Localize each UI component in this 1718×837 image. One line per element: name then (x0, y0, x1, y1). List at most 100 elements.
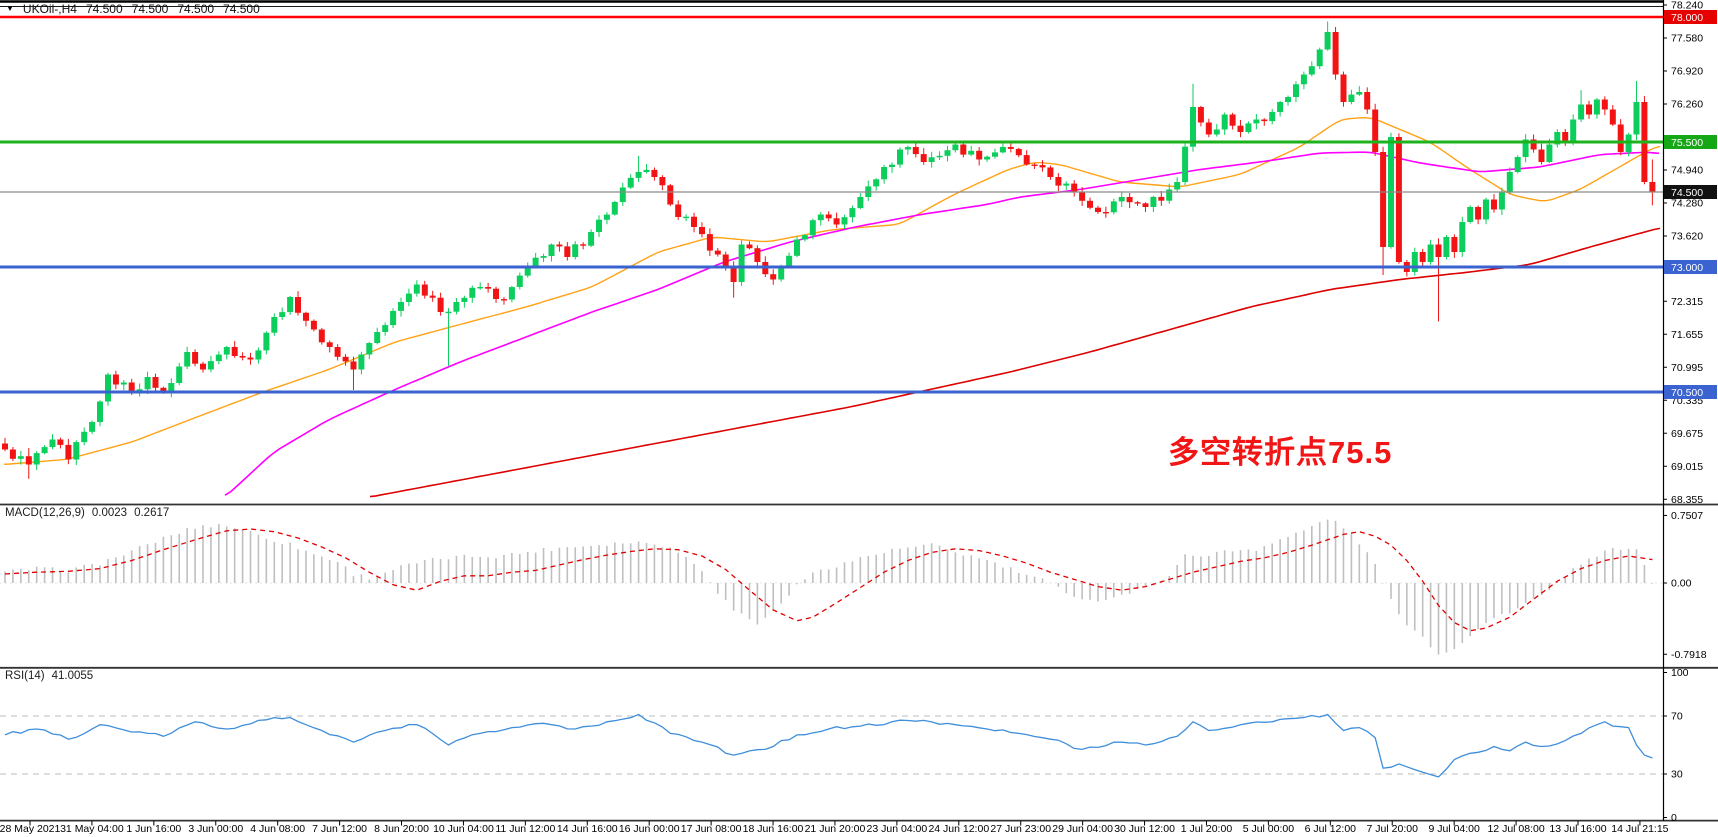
candle[interactable] (1213, 123, 1220, 137)
candle[interactable] (168, 378, 175, 398)
candle[interactable] (1118, 191, 1125, 207)
candle[interactable] (485, 282, 492, 293)
candle[interactable] (873, 178, 880, 191)
candle[interactable] (469, 285, 476, 303)
main-price-panel[interactable] (2, 21, 1661, 498)
candle[interactable] (1166, 183, 1173, 204)
candle[interactable] (1182, 141, 1189, 186)
candle[interactable] (1015, 147, 1022, 158)
candle[interactable] (1388, 132, 1394, 249)
candle[interactable] (493, 286, 499, 303)
candle[interactable] (841, 214, 848, 229)
candle[interactable] (928, 151, 935, 168)
candle[interactable] (683, 214, 690, 222)
candle[interactable] (952, 143, 959, 153)
candle[interactable] (794, 236, 800, 258)
candle[interactable] (596, 215, 602, 237)
candle[interactable] (350, 356, 357, 390)
candle[interactable] (1300, 71, 1307, 90)
candle[interactable] (49, 434, 56, 450)
candle[interactable] (564, 242, 571, 261)
candle[interactable] (144, 371, 151, 395)
candle[interactable] (968, 145, 975, 157)
candle[interactable] (223, 345, 230, 360)
candle[interactable] (287, 296, 294, 315)
candle[interactable] (825, 211, 832, 222)
candle[interactable] (516, 272, 523, 290)
candle[interactable] (318, 327, 325, 345)
candle[interactable] (556, 241, 563, 252)
candle[interactable] (1641, 96, 1648, 185)
candle[interactable] (1150, 195, 1157, 213)
candle[interactable] (1158, 191, 1165, 206)
candle[interactable] (334, 344, 341, 361)
candle[interactable] (1340, 71, 1347, 107)
candle[interactable] (1221, 112, 1228, 135)
candle[interactable] (1475, 205, 1482, 225)
candle[interactable] (857, 193, 864, 210)
candle[interactable] (889, 162, 895, 173)
candle[interactable] (706, 228, 713, 257)
candle[interactable] (1293, 81, 1299, 103)
candle[interactable] (588, 229, 595, 247)
candle[interactable] (1459, 216, 1466, 257)
candle[interactable] (1237, 119, 1244, 138)
candle[interactable] (1229, 112, 1236, 130)
candle[interactable] (421, 280, 428, 299)
candle[interactable] (1601, 96, 1608, 116)
candle[interactable] (1277, 100, 1284, 117)
candle[interactable] (746, 241, 753, 250)
candle[interactable] (667, 184, 674, 207)
price-axis[interactable]: 78.240 77.580 76.920 76.260 74.940 74.280 73.6… (1663, 0, 1717, 824)
symbol-dropdown-icon[interactable]: ▼ (6, 4, 14, 13)
candle[interactable] (1031, 163, 1038, 169)
candle[interactable] (57, 437, 64, 449)
candle[interactable] (477, 282, 484, 290)
candle[interactable] (255, 347, 262, 364)
chart-annotation-text[interactable]: 多空转折点75.5 (1168, 435, 1393, 470)
candle[interactable] (1372, 103, 1379, 156)
candle[interactable] (445, 308, 452, 366)
candle[interactable] (1126, 193, 1133, 209)
candle[interactable] (1506, 167, 1513, 195)
candle[interactable] (881, 164, 888, 184)
candle[interactable] (540, 253, 547, 263)
candle[interactable] (303, 311, 309, 327)
candle[interactable] (1411, 247, 1418, 276)
candle[interactable] (1364, 87, 1371, 114)
candle[interactable] (984, 155, 991, 162)
candle[interactable] (247, 352, 254, 365)
candle[interactable] (1395, 133, 1402, 264)
candle[interactable] (580, 242, 587, 250)
candle[interactable] (207, 355, 214, 373)
candle[interactable] (263, 331, 270, 355)
candle[interactable] (501, 297, 507, 305)
candle[interactable] (691, 212, 697, 233)
candle[interactable] (192, 349, 199, 367)
candle[interactable] (1047, 165, 1054, 180)
candle[interactable] (9, 447, 16, 462)
candle[interactable] (1142, 202, 1149, 212)
candle[interactable] (1538, 143, 1545, 165)
candle[interactable] (904, 145, 911, 155)
candle[interactable] (41, 445, 48, 455)
candle[interactable] (1190, 83, 1196, 152)
candle[interactable] (1253, 114, 1260, 130)
candle[interactable] (572, 241, 579, 260)
candle[interactable] (714, 247, 721, 257)
candle[interactable] (627, 174, 634, 189)
candle[interactable] (105, 372, 111, 406)
candle[interactable] (611, 200, 618, 216)
candle[interactable] (619, 182, 626, 206)
candle[interactable] (81, 427, 88, 446)
candle[interactable] (1522, 134, 1529, 163)
candle[interactable] (1110, 198, 1117, 215)
candle[interactable] (1261, 118, 1268, 126)
candle[interactable] (1443, 235, 1450, 260)
rsi-panel[interactable] (0, 713, 1663, 778)
candle[interactable] (97, 400, 103, 427)
time-axis[interactable]: 28 May 2021 31 May 04:00 1 Jun 16:00 3 Jun … (0, 821, 1669, 835)
candle[interactable] (215, 351, 222, 365)
candle[interactable] (635, 155, 642, 182)
